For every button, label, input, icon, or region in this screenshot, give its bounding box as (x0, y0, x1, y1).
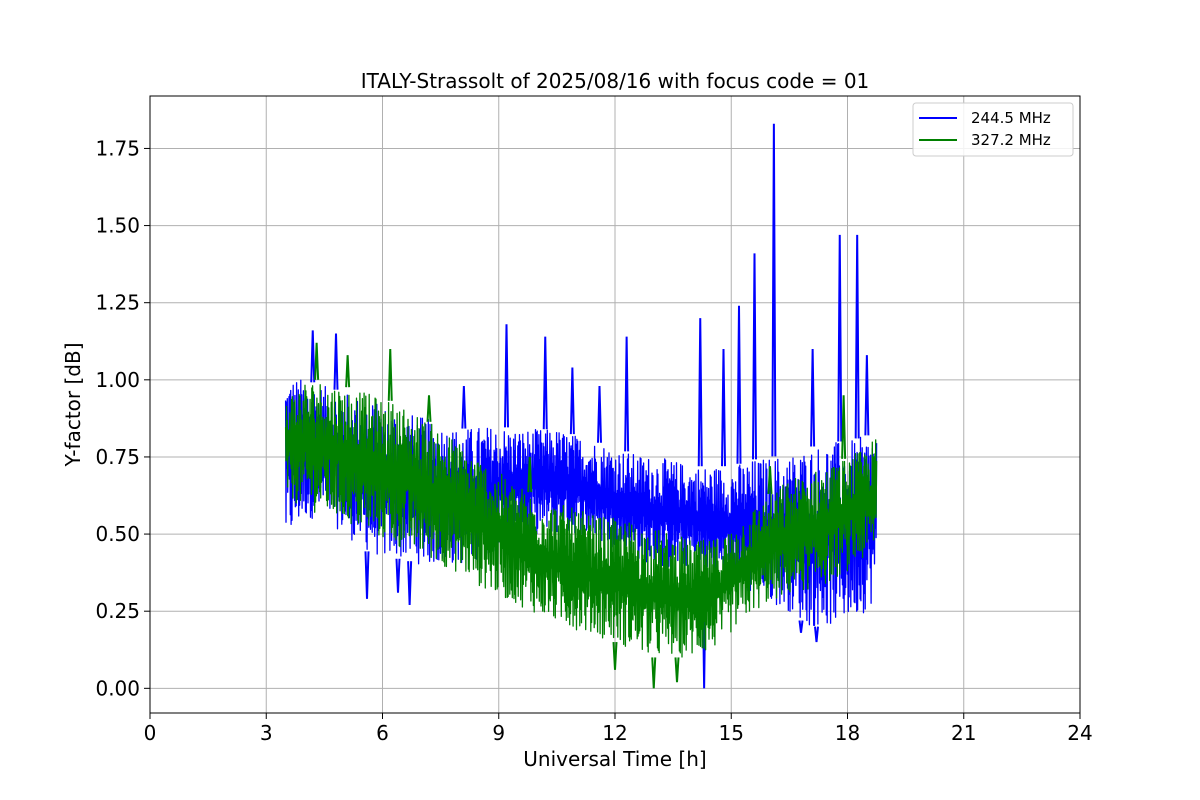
x-tick-label: 12 (602, 721, 627, 745)
legend-box (912, 102, 1074, 157)
series-dip (674, 657, 680, 683)
series-spike (527, 456, 533, 493)
series-spike (333, 333, 339, 390)
legend-entry-label: 244.5 MHz (971, 109, 1051, 127)
x-axis-label: Universal Time [h] (523, 747, 706, 771)
x-tick-label: 21 (951, 721, 976, 745)
y-tick-label: 0.50 (95, 522, 140, 546)
series-dip (395, 558, 401, 593)
series-line-2 (284, 384, 878, 658)
legend: 244.5 MHz 327.2 MHz (912, 102, 1074, 157)
plot-series (284, 123, 878, 689)
y-axis-label: Y-factor [dB] (61, 342, 85, 467)
x-tick-label: 0 (144, 721, 157, 745)
y-tick-label: 1.75 (95, 136, 140, 160)
series-spike (767, 466, 773, 495)
series-spike (504, 324, 509, 428)
series-spike (542, 336, 548, 430)
chart-title: ITALY-Strassolt of 2025/08/16 with focus… (361, 69, 870, 93)
series-spike (426, 395, 432, 422)
series-spike (837, 234, 843, 442)
series-spike (864, 355, 870, 436)
series-spike (624, 336, 630, 452)
y-tick-label: 0.00 (95, 676, 140, 700)
x-tick-label: 15 (719, 721, 744, 745)
y-tick-label: 0.75 (95, 445, 140, 469)
y-tick-label: 1.00 (95, 368, 140, 392)
series-spike (810, 348, 816, 447)
y-tick-label: 1.25 (95, 291, 140, 315)
series-spike (461, 385, 467, 429)
series-spike (345, 355, 351, 388)
series-spike (854, 234, 860, 439)
x-tick-label: 9 (492, 721, 505, 745)
y-tick-label: 0.25 (95, 599, 140, 623)
series-spike (721, 348, 726, 467)
y-tick-label: 1.50 (95, 214, 140, 238)
x-tick-label: 6 (376, 721, 389, 745)
series-spike (697, 318, 703, 467)
series-dip (407, 561, 413, 606)
x-tick-label: 18 (835, 721, 860, 745)
series-spike (387, 348, 393, 401)
series-spike (771, 123, 777, 457)
series-dip (798, 620, 804, 633)
series-spike (752, 253, 757, 460)
series-spike (736, 305, 742, 464)
series-spike (597, 385, 602, 443)
series-dip (651, 657, 657, 689)
series-spike (569, 367, 575, 435)
series-dip (364, 551, 370, 599)
series-spike (841, 395, 847, 459)
legend-entry-label: 327.2 MHz (971, 131, 1051, 149)
x-tick-label: 3 (260, 721, 273, 745)
ticks: 0 3 6 9 12 15 18 21 24 0.00 0.25 0.50 0.75 1.00 1.25 1.… (95, 136, 1092, 745)
series-spike (310, 330, 316, 383)
series-spike (314, 342, 320, 380)
x-tick-label: 24 (1067, 721, 1092, 745)
series-dip (612, 641, 618, 670)
series-dip (814, 626, 819, 643)
